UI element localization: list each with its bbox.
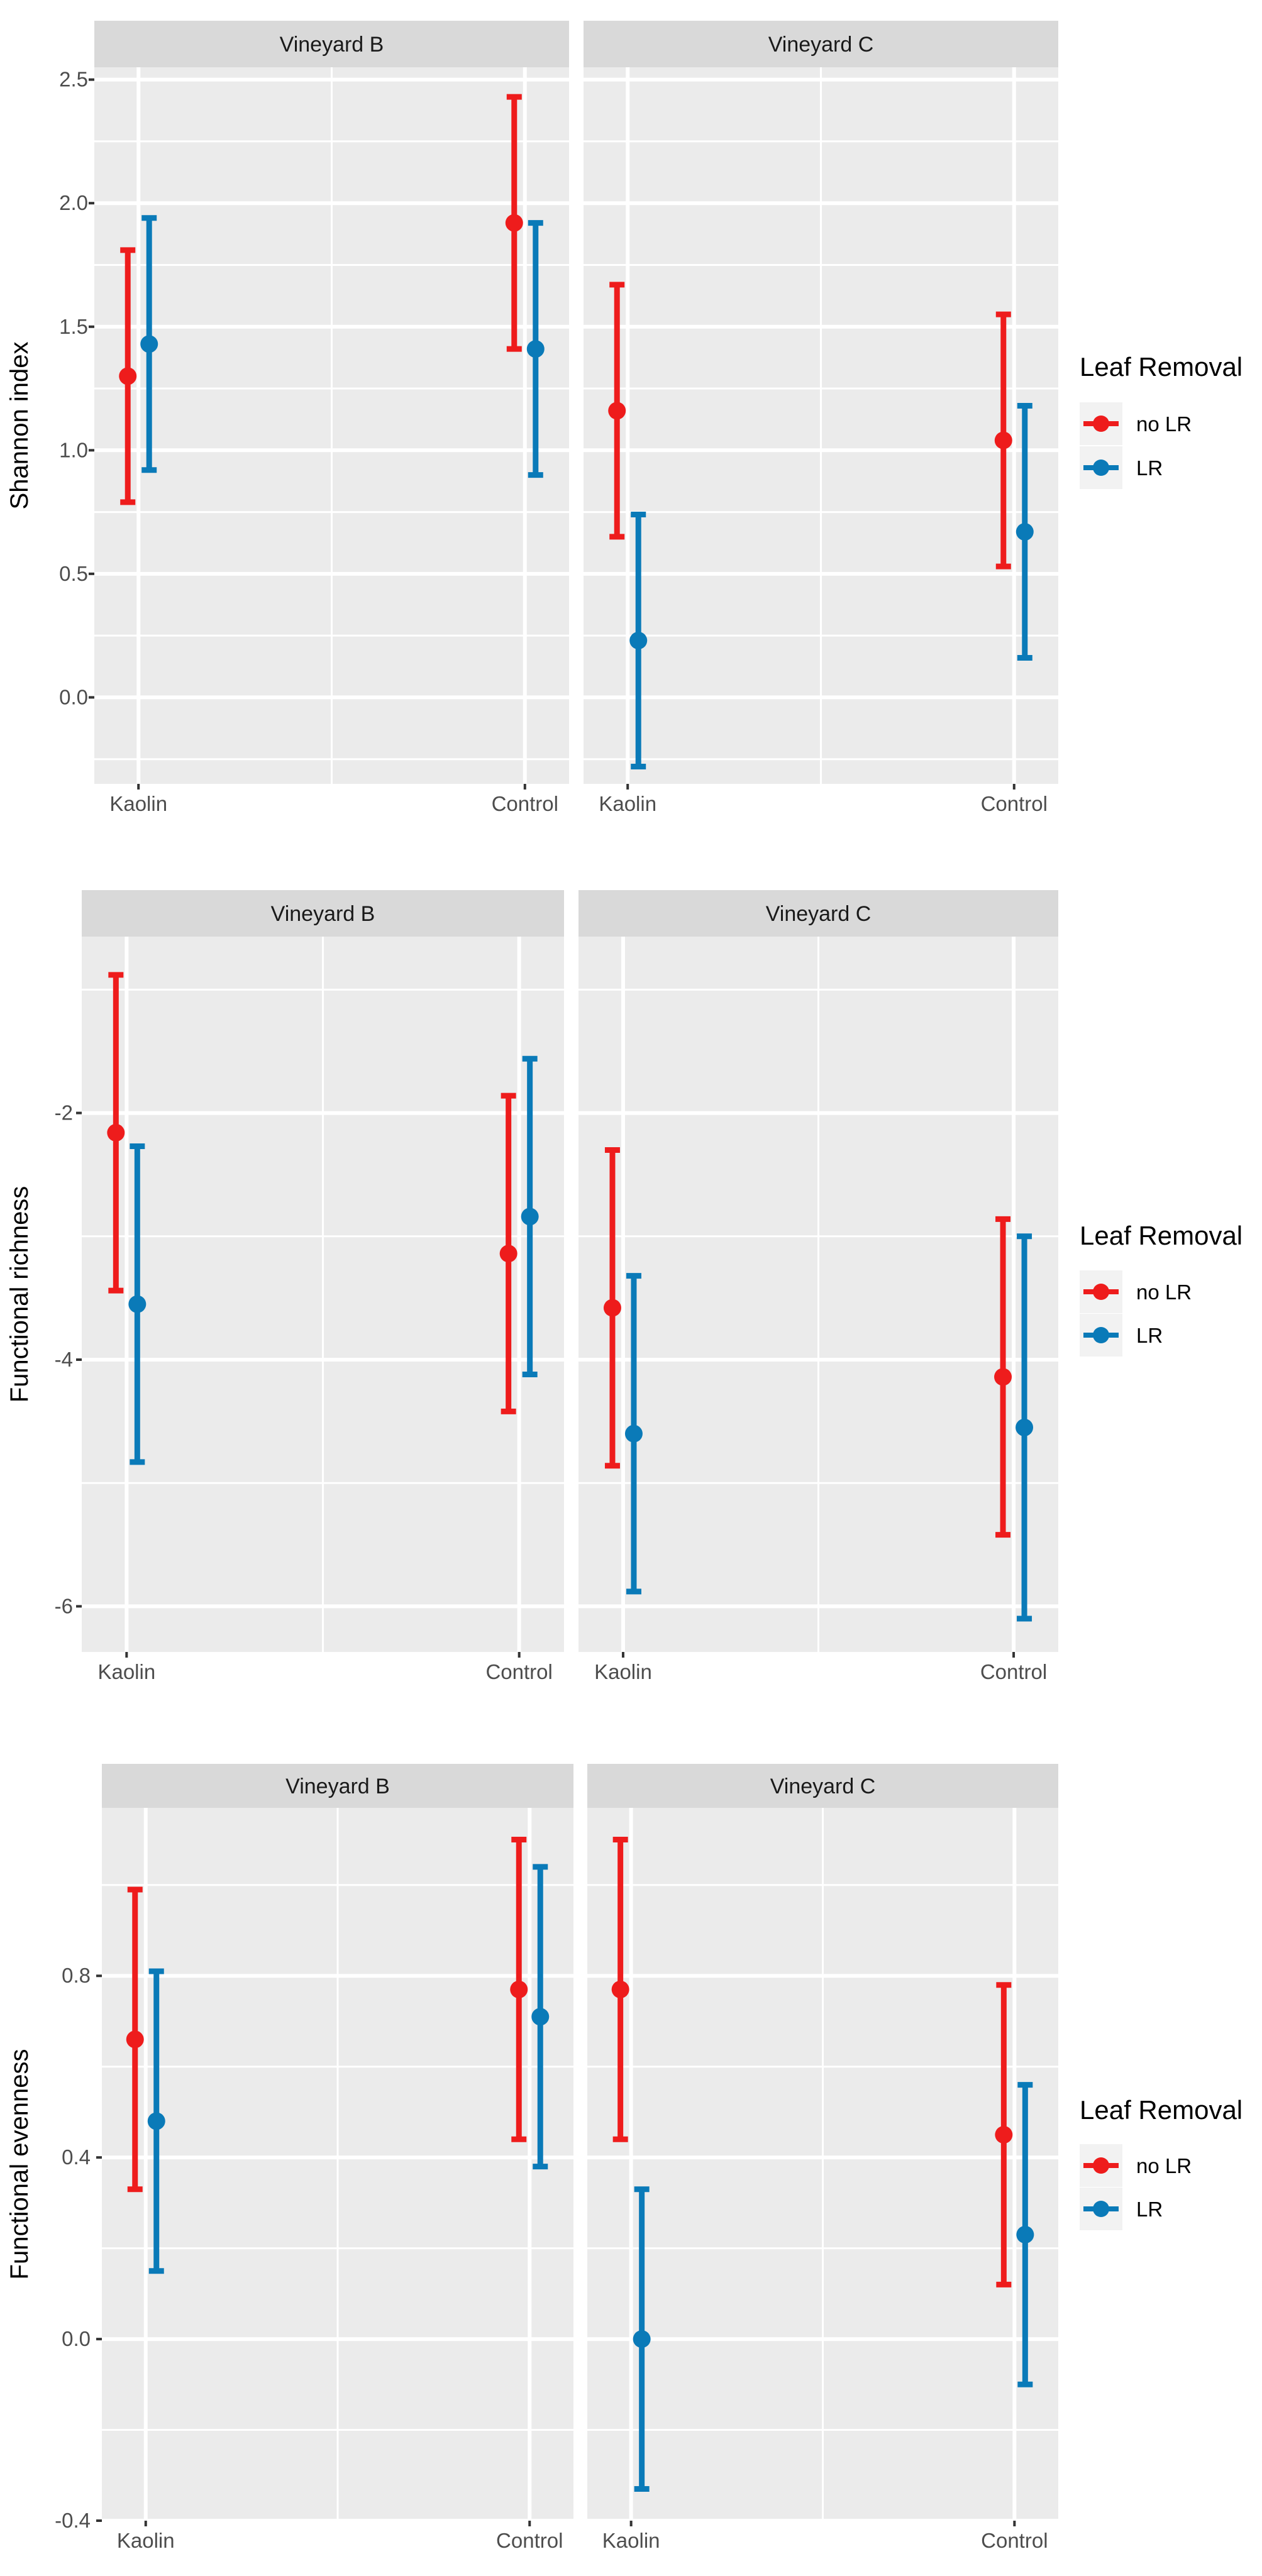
facet-strip-label: Vineyard C: [768, 33, 874, 57]
mean-point: [994, 431, 1012, 449]
legend-title: Leaf Removal: [1080, 2095, 1243, 2125]
mean-point: [107, 1123, 125, 1142]
x-tick-label: Control: [496, 2529, 563, 2552]
mean-point: [1016, 2225, 1034, 2243]
legend-key-point: [1093, 2157, 1109, 2174]
y-tick-label: 0.0: [59, 685, 88, 708]
chart-1: Vineyard B Kaolin Control Vineyard C Kaolin C…: [6, 21, 1243, 815]
legend-key-point: [1093, 2201, 1109, 2217]
mean-point: [521, 1208, 539, 1226]
legend-label: LR: [1136, 456, 1163, 480]
x-tick-label: Kaolin: [109, 792, 167, 815]
mean-point: [531, 2008, 550, 2026]
chart-3: Vineyard B Kaolin Control Vineyard C Kaolin C…: [6, 1764, 1243, 2552]
legend-key-point: [1093, 460, 1109, 476]
legend: Leaf Removal no LR LR: [1080, 352, 1243, 489]
mean-point: [1016, 1418, 1034, 1436]
chart-2: Vineyard B Kaolin Control Vineyard C Kaolin C…: [6, 890, 1243, 1683]
facet-strip: [584, 21, 1058, 67]
facet-strip-label: Vineyard C: [770, 1775, 876, 1798]
legend-title: Leaf Removal: [1080, 1221, 1243, 1250]
mean-point: [505, 214, 523, 232]
legend-title: Leaf Removal: [1080, 352, 1243, 382]
facet-strip-label: Vineyard B: [285, 1775, 390, 1798]
facet-strip: [578, 890, 1058, 937]
x-tick-label: Kaolin: [97, 1660, 155, 1683]
y-tick-label: 2.5: [59, 68, 88, 91]
legend: Leaf Removal no LR LR: [1080, 1221, 1243, 1357]
y-tick-label: -6: [55, 1594, 73, 1617]
facet-strip: [94, 21, 569, 67]
mean-point: [994, 1368, 1012, 1386]
y-tick-label: 2.0: [59, 191, 88, 214]
x-tick-label: Control: [980, 1660, 1047, 1683]
mean-point: [128, 1295, 147, 1313]
facet-strip-label: Vineyard C: [766, 902, 872, 926]
y-tick-label: 0.0: [62, 2327, 91, 2350]
legend-label: no LR: [1136, 2154, 1192, 2177]
y-axis-title: Functional richness: [6, 1186, 33, 1403]
mean-point: [510, 1980, 528, 1998]
mean-point: [526, 340, 545, 358]
legend-label: no LR: [1136, 1280, 1192, 1304]
x-tick-label: Kaolin: [594, 1660, 652, 1683]
facet-strip: [587, 1764, 1058, 1808]
y-tick-label: -4: [55, 1348, 73, 1371]
legend-label: no LR: [1136, 412, 1192, 436]
facet-strip-label: Vineyard B: [280, 33, 384, 57]
y-tick-label: 0.5: [59, 562, 88, 585]
x-tick-label: Kaolin: [117, 2529, 175, 2552]
legend-key-point: [1093, 416, 1109, 432]
legend-key-point: [1093, 1284, 1109, 1300]
mean-point: [611, 1980, 629, 1998]
mean-point: [624, 1424, 643, 1443]
x-tick-label: Kaolin: [602, 2529, 660, 2552]
y-tick-label: 1.0: [59, 438, 88, 461]
mean-point: [995, 2126, 1013, 2144]
mean-point: [147, 2112, 165, 2130]
legend-label: LR: [1136, 2198, 1163, 2221]
y-axis-title: Shannon index: [6, 342, 33, 510]
y-tick-label: -2: [55, 1101, 73, 1125]
y-tick-label: -0.4: [55, 2509, 91, 2532]
x-tick-label: Control: [492, 792, 558, 815]
x-tick-label: Control: [485, 1660, 552, 1683]
mean-point: [608, 402, 626, 420]
y-axis-title: Functional evenness: [6, 2049, 33, 2280]
mean-point: [499, 1245, 518, 1263]
mean-point: [140, 335, 158, 353]
mean-point: [119, 367, 137, 385]
legend: Leaf Removal no LR LR: [1080, 2095, 1243, 2230]
facet-strip: [82, 890, 564, 937]
x-tick-label: Kaolin: [599, 792, 656, 815]
y-tick-label: 1.5: [59, 315, 88, 338]
y-tick-label: 0.4: [62, 2145, 91, 2169]
mean-point: [1016, 523, 1034, 541]
x-tick-label: Control: [981, 792, 1048, 815]
legend-key-point: [1093, 1327, 1109, 1343]
facet-strip-label: Vineyard B: [271, 902, 375, 926]
mean-point: [603, 1299, 621, 1317]
mean-point: [633, 2330, 651, 2348]
facet-strip: [102, 1764, 573, 1808]
y-tick-label: 0.8: [62, 1964, 91, 1987]
x-tick-label: Control: [981, 2529, 1048, 2552]
mean-point: [629, 632, 648, 649]
legend-label: LR: [1136, 1324, 1163, 1347]
mean-point: [126, 2030, 144, 2049]
